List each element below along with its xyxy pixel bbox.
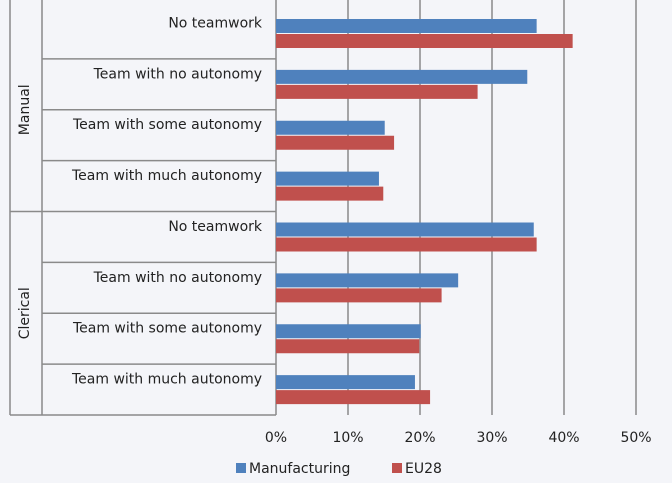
- bar: [276, 186, 384, 201]
- legend-label: EU28: [405, 461, 442, 477]
- bar: [276, 375, 415, 390]
- y-tick-label: Team with much autonomy: [71, 372, 262, 388]
- x-tick-label: 50%: [620, 430, 651, 446]
- y-tick-label: No teamwork: [168, 219, 263, 235]
- bar: [276, 135, 395, 150]
- bar: [276, 19, 537, 33]
- x-tick-label: 10%: [332, 430, 363, 446]
- bar: [276, 222, 534, 237]
- bar: [276, 339, 420, 354]
- y-tick-label: Team with some autonomy: [72, 321, 262, 337]
- bar: [276, 120, 385, 135]
- bar: [276, 324, 421, 339]
- legend-swatch: [236, 463, 246, 473]
- y-tick-label: No teamwork: [168, 15, 263, 31]
- bar: [276, 171, 379, 186]
- legend-label: Manufacturing: [249, 461, 350, 477]
- group-label: Manual: [17, 84, 33, 135]
- bar: [276, 34, 573, 48]
- x-tick-label: 30%: [476, 430, 507, 446]
- bar: [276, 390, 431, 405]
- bar: [276, 69, 528, 84]
- x-tick-label: 0%: [265, 430, 287, 446]
- x-tick-label: 40%: [548, 430, 579, 446]
- y-tick-label: Team with no autonomy: [93, 66, 262, 82]
- y-tick-label: Team with no autonomy: [93, 270, 262, 286]
- bar: [276, 273, 459, 288]
- y-tick-label: Team with some autonomy: [72, 117, 262, 133]
- bar: [276, 237, 537, 252]
- bar: [276, 84, 478, 99]
- legend-swatch: [392, 463, 402, 473]
- y-tick-label: Team with much autonomy: [71, 168, 262, 184]
- bar: [276, 288, 442, 303]
- x-tick-label: 20%: [404, 430, 435, 446]
- group-label: Clerical: [17, 287, 33, 339]
